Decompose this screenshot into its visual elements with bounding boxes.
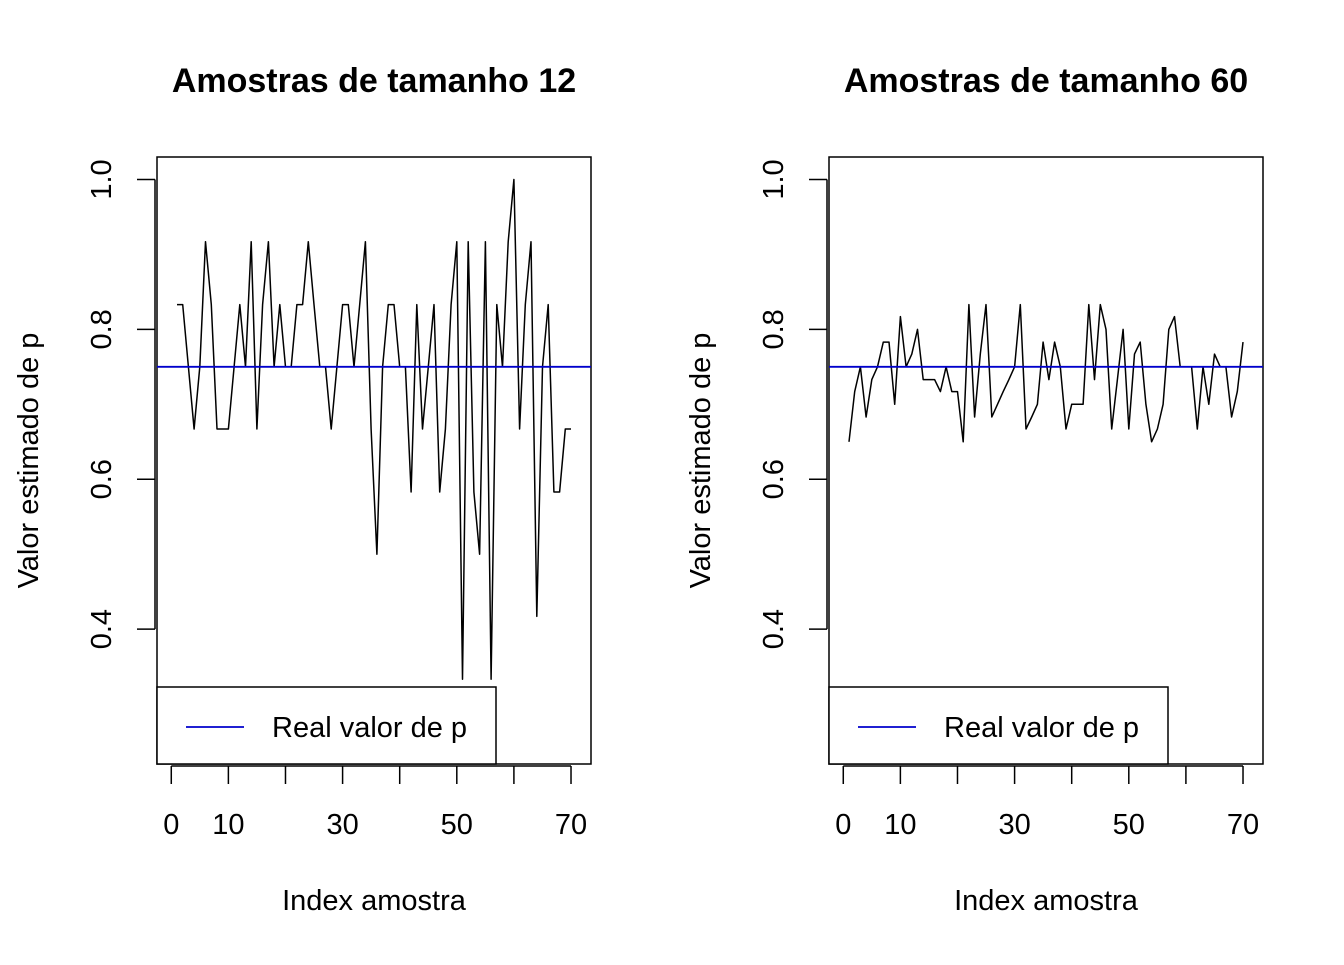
- y-tick-label: 0.8: [86, 309, 118, 349]
- plot-frame: [828, 156, 1264, 765]
- x-tick-label: 70: [1227, 809, 1259, 841]
- panel-sample-size-12: Amostras de tamanho 12 0 10 30 50 70 Index amo…: [13, 62, 592, 917]
- x-tick-label: 50: [441, 809, 473, 841]
- y-tick-label: 0.8: [758, 309, 790, 349]
- y-tick-label: 0.6: [86, 459, 118, 499]
- series-line-estimates: [848, 303, 1244, 443]
- y-tick-label: 0.4: [758, 609, 790, 649]
- y-axis-label: Valor estimado de p: [13, 333, 45, 589]
- x-tick-label: 70: [555, 809, 587, 841]
- chart-title: Amostras de tamanho 12: [172, 62, 576, 100]
- chart-title: Amostras de tamanho 60: [844, 62, 1248, 100]
- x-axis-label: Index amostra: [954, 885, 1139, 917]
- x-tick-label: 0: [835, 809, 851, 841]
- legend-box: [828, 686, 1169, 765]
- y-tick-label: 0.6: [758, 459, 790, 499]
- plot-frame: [156, 156, 592, 765]
- y-axis-label: Valor estimado de p: [685, 333, 717, 589]
- panel-sample-size-60: Amostras de tamanho 60 0 10 30 50 70 Index amo…: [685, 62, 1264, 917]
- legend-label: Real valor de p: [944, 712, 1139, 744]
- x-axis-label: Index amostra: [282, 885, 467, 917]
- x-tick-label: 50: [1113, 809, 1145, 841]
- x-tick-label: 10: [884, 809, 916, 841]
- x-tick-label: 10: [212, 809, 244, 841]
- x-tick-label: 0: [163, 809, 179, 841]
- series-line-estimates: [177, 178, 571, 681]
- legend-box: [156, 686, 497, 765]
- legend-label: Real valor de p: [272, 712, 467, 744]
- y-tick-label: 0.4: [86, 609, 118, 649]
- x-tick-label: 30: [326, 809, 358, 841]
- y-tick-label: 1.0: [758, 159, 790, 199]
- y-tick-label: 1.0: [86, 159, 118, 199]
- x-tick-label: 30: [998, 809, 1030, 841]
